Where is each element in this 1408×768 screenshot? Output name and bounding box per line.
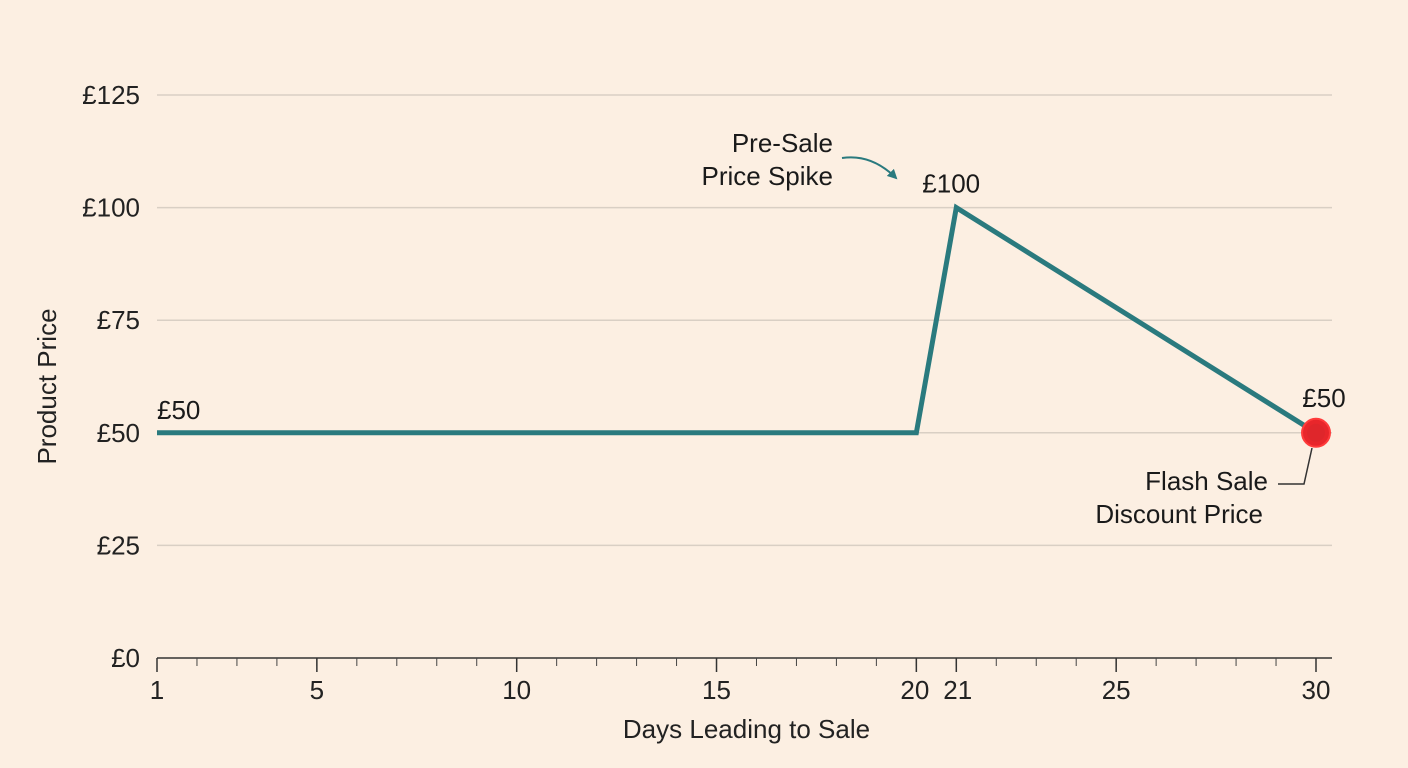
y-axis-title: Product Price [32,308,62,464]
x-tick-label: 25 [1102,675,1131,705]
price-series-line [157,203,1318,436]
annotation-presale-line1: Pre-Sale [732,128,833,158]
x-tick-label: 30 [1302,675,1331,705]
y-tick-label: £25 [97,530,140,560]
x-tick-label: 20 [900,675,929,705]
x-tick-label: 1 [150,675,164,705]
x-tick-label: 15 [702,675,731,705]
data-label-peak: £100 [922,169,980,199]
annotation-flash-leader [1278,447,1313,485]
data-label-start: £50 [157,395,200,425]
sale-point-marker-inner [1307,423,1325,442]
annotation-flash-line1: Flash Sale [1145,466,1268,496]
annotation-presale-arrow [841,156,898,180]
x-axis-title: Days Leading to Sale [623,714,870,744]
y-tick-label: £50 [97,418,140,448]
x-tick-label: 10 [502,675,531,705]
annotation-flash-line2: Discount Price [1095,499,1263,529]
y-tick-label: £0 [111,643,140,673]
x-tick-label: 21 [943,675,972,705]
data-label-end: £50 [1302,383,1345,413]
x-tick-label: 5 [310,675,324,705]
y-tick-label: £125 [82,80,140,110]
annotation-presale-line2: Price Spike [702,161,834,191]
y-tick-label: £100 [82,193,140,223]
y-tick-label: £75 [97,305,140,335]
